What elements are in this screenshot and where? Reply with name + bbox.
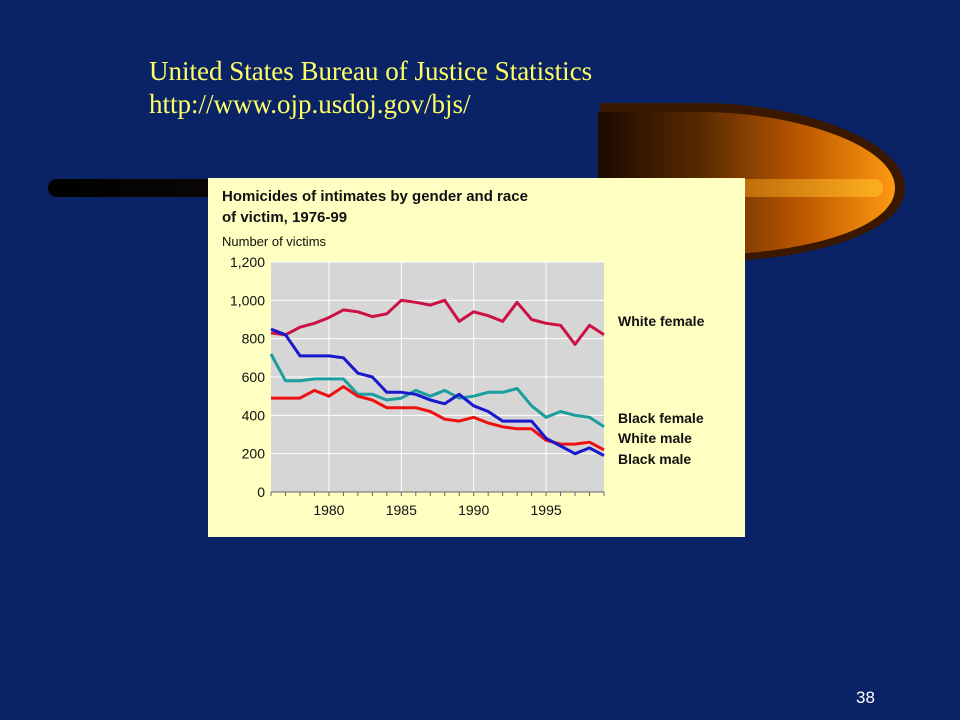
y-axis-label: Number of victims xyxy=(222,234,327,249)
y-tick-label: 0 xyxy=(257,484,265,500)
y-tick-label: 1,200 xyxy=(230,254,265,270)
series-line-white-female xyxy=(270,298,605,346)
x-tick-label: 1980 xyxy=(313,502,344,518)
source-title: United States Bureau of Justice Statisti… xyxy=(149,56,593,86)
chart-title-line1: Homicides of intimates by gender and rac… xyxy=(222,188,528,205)
chart-panel: Homicides of intimates by gender and rac… xyxy=(208,178,745,537)
legend-label-black-female: Black female xyxy=(618,410,704,426)
line-chart: Homicides of intimates by gender and rac… xyxy=(222,188,705,518)
x-tick-label: 1985 xyxy=(386,502,417,518)
page-number: 38 xyxy=(856,688,875,707)
legend-label-black-male: Black male xyxy=(618,451,691,467)
series-line-black-female xyxy=(269,353,605,429)
x-tick-label: 1990 xyxy=(458,502,489,518)
legend-label-white-male: White male xyxy=(618,430,692,446)
y-tick-label: 200 xyxy=(242,446,266,462)
y-tick-label: 800 xyxy=(242,331,266,347)
x-tick-label: 1995 xyxy=(531,502,562,518)
source-url: http://www.ojp.usdoj.gov/bjs/ xyxy=(149,89,471,119)
series-line-black-male xyxy=(270,327,605,457)
legend-label-white-female: White female xyxy=(618,313,705,329)
chart-title-line2: of victim, 1976-99 xyxy=(222,209,347,226)
y-tick-label: 1,000 xyxy=(230,292,265,308)
y-tick-label: 400 xyxy=(242,407,266,423)
plot-area: 0 200 400 600 800 1,000 1,200 1980 1985 1990 1995 W… xyxy=(230,254,705,518)
y-tick-label: 600 xyxy=(242,369,266,385)
